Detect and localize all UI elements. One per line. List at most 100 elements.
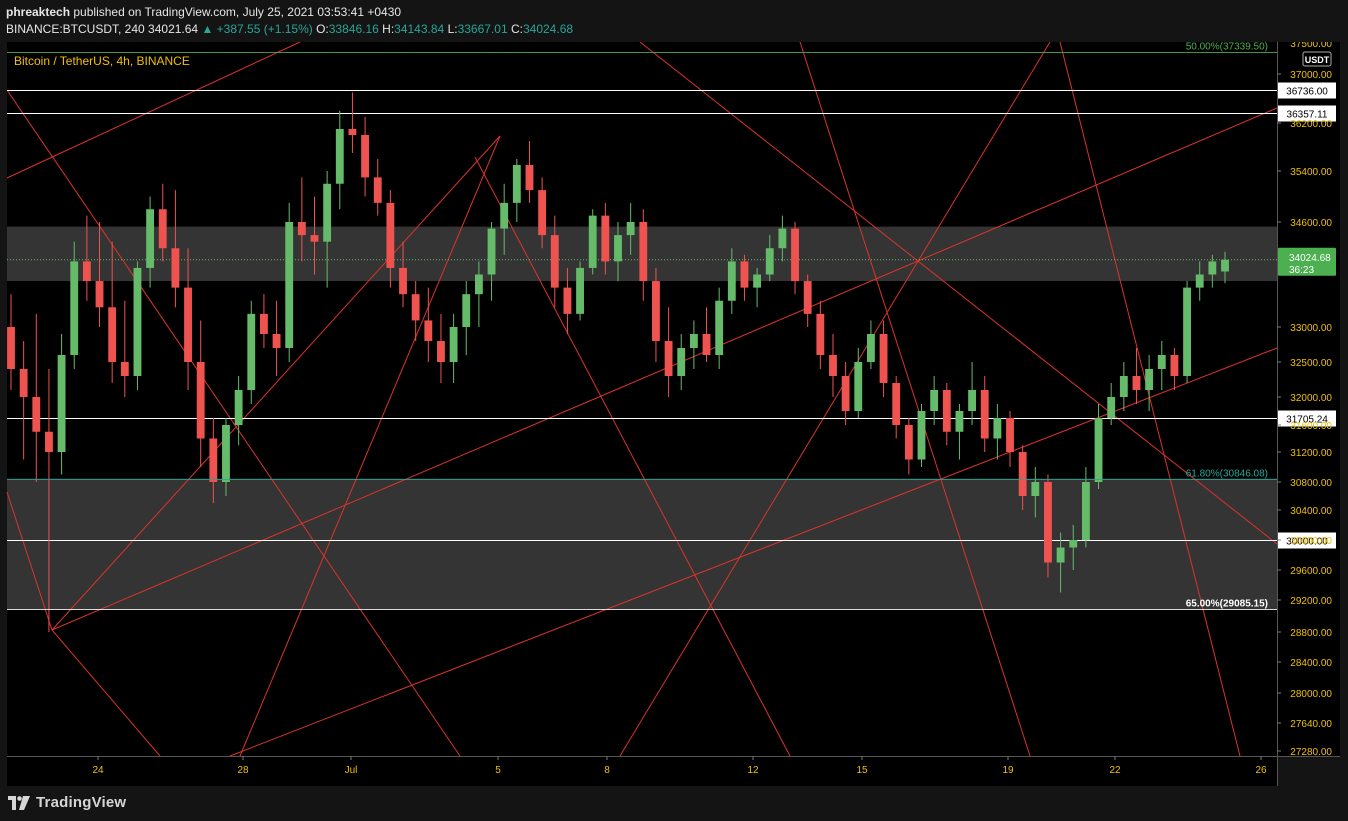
fib-level-label: 61.80%(30846.08) (1186, 469, 1268, 480)
candle-body (449, 327, 458, 362)
high-value: 34143.84 (394, 22, 445, 36)
y-tick-label: 30800.00 (1290, 478, 1332, 489)
trendline (619, 42, 1051, 757)
candle-body (386, 202, 395, 268)
high-label: H: (382, 22, 395, 36)
candle-body (1183, 287, 1191, 376)
candle-body (19, 369, 28, 397)
candle-body (576, 267, 584, 314)
candle-body (32, 397, 41, 432)
candle-body (614, 235, 622, 262)
candle-body (297, 222, 306, 236)
candle-body (462, 294, 471, 327)
y-tick-label: 36200.00 (1290, 119, 1332, 130)
current-price-value: 34024.68 (1289, 253, 1331, 264)
y-tick-label: 31600.00 (1290, 421, 1332, 432)
level-price-badge (1278, 532, 1336, 549)
candle-body (753, 274, 762, 288)
x-tick-label: 5 (495, 765, 501, 776)
level-price-label: 36357.11 (1287, 110, 1328, 121)
candles-layer (7, 92, 1229, 632)
candle-body (677, 348, 686, 376)
candle-body (285, 222, 294, 348)
candle-body (1170, 355, 1179, 376)
candle-body (247, 313, 256, 390)
trendline (51, 629, 161, 757)
x-tick-label: 28 (237, 765, 249, 776)
right-frame (1340, 42, 1348, 786)
candle-body (892, 383, 901, 425)
candle-body (765, 248, 774, 275)
candle-body (980, 390, 989, 439)
y-tick-label: 33000.00 (1290, 323, 1332, 334)
current-price-countdown: 36:23 (1289, 265, 1314, 276)
trendline (6, 89, 461, 757)
candle-body (512, 165, 521, 203)
candle-body (411, 294, 420, 321)
candle-body (866, 334, 875, 362)
candle-body (1044, 482, 1052, 563)
trendline (229, 347, 1278, 757)
x-tick-label: 24 (92, 765, 104, 776)
candle-body (373, 177, 382, 203)
candle-body (474, 274, 483, 295)
y-tick-label: 29600.00 (1290, 566, 1332, 577)
candle-body (272, 334, 281, 348)
candle-body (108, 307, 117, 362)
candle-body (361, 135, 370, 178)
trendline (239, 135, 501, 757)
symbol-name: BINANCE:BTCUSDT, 240 (6, 22, 145, 36)
plot-area[interactable] (7, 42, 1277, 756)
candle-body (45, 431, 53, 452)
fib-level-label: 50.00%(37339.50) (1186, 42, 1268, 53)
candle-body (588, 215, 597, 268)
y-tick-label: 32500.00 (1290, 358, 1332, 369)
currency-badge-text: USDT (1305, 55, 1330, 65)
trendline (51, 107, 1278, 631)
candle-body (879, 334, 888, 383)
candle-body (57, 355, 66, 452)
fib-level-label: 65.00%(29085.15) (1186, 599, 1268, 610)
trendline (6, 491, 53, 631)
symbol-info: BINANCE:BTCUSDT, 240 34021.64 ▲ +387.55 … (6, 22, 573, 36)
close-value: 34024.68 (522, 22, 574, 36)
horizontal-levels-layer: 36736.00 36357.11 31705.24 30000.00 (7, 82, 1336, 549)
candle-body (689, 334, 698, 348)
price-zone (7, 478, 1277, 610)
chart-header: phreaktech published on TradingView.com,… (0, 0, 1348, 42)
y-tick-label: 31200.00 (1290, 448, 1332, 459)
level-price-badge (1278, 105, 1336, 122)
candle-body (550, 235, 559, 288)
candle-body (171, 248, 180, 288)
price-axis[interactable] (1277, 42, 1340, 756)
y-tick-label: 30000.00 (1290, 536, 1332, 547)
candle-body (803, 281, 812, 314)
tradingview-logo[interactable]: TradingView (8, 794, 126, 811)
chart-legend-title[interactable]: Bitcoin / TetherUS, 4h, BINANCE (14, 54, 190, 68)
y-tick-label: 37500.00 (1290, 42, 1332, 50)
candle-body (1221, 259, 1229, 272)
currency-badge[interactable]: USDT (1302, 51, 1332, 67)
candle-body (727, 261, 736, 301)
candle-body (487, 228, 496, 275)
candle-body (1031, 482, 1040, 496)
level-price-label: 31705.24 (1286, 415, 1328, 426)
candle-body (1119, 376, 1128, 397)
trendline (474, 156, 791, 757)
candle-body (538, 190, 547, 236)
y-tick-label: 27280.00 (1290, 747, 1332, 758)
candle-body (184, 287, 192, 362)
candle-body (601, 215, 610, 262)
candle-body (310, 235, 319, 242)
candle-body (791, 228, 799, 282)
low-label: L: (447, 22, 458, 36)
candle-body (525, 165, 534, 191)
y-tick-label: 34600.00 (1290, 218, 1332, 229)
y-tick-label: 32000.00 (1290, 393, 1332, 404)
publisher-name[interactable]: phreaktech (6, 5, 71, 19)
time-axis[interactable] (7, 756, 1277, 786)
fib-labels-layer: 50.00%(37339.50) 61.80%(30846.08) 65.00%(2… (7, 42, 1277, 610)
price-chart[interactable]: 36736.00 36357.11 31705.24 30000.00 50.00%(… (0, 42, 1340, 786)
level-price-label: 36736.00 (1286, 87, 1328, 98)
tradingview-wordmark: TradingView (36, 794, 127, 811)
